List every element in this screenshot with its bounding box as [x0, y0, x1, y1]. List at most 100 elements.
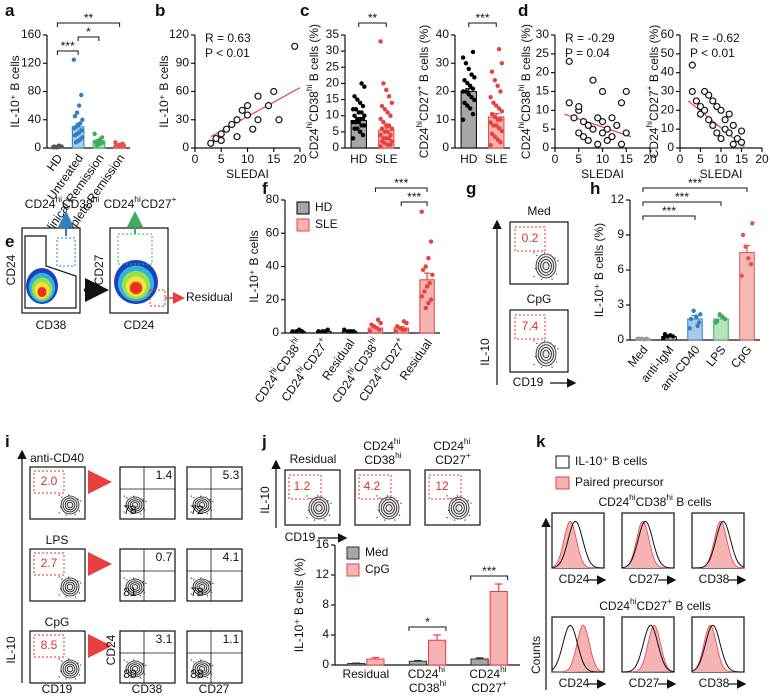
x-tick-label: 10	[241, 152, 255, 166]
data-point	[385, 110, 390, 115]
x-tick-label: SLE	[375, 152, 398, 166]
data-point	[496, 46, 502, 52]
data-point	[352, 94, 357, 99]
contour	[378, 496, 400, 520]
data-point	[238, 106, 246, 114]
data-point	[740, 232, 746, 238]
event-dot	[65, 678, 67, 680]
contour	[196, 664, 208, 674]
event-dot	[212, 664, 214, 667]
condition-label: Residual	[290, 452, 337, 466]
bar	[427, 639, 447, 666]
y-axis-label: IL-10⁺ B cells	[157, 55, 171, 127]
data-point	[378, 132, 383, 138]
data-point	[748, 261, 754, 267]
data-point	[395, 324, 400, 329]
data-point	[725, 110, 733, 118]
y-tick-label: 5	[542, 121, 549, 135]
y-tick-label: 80	[28, 84, 42, 98]
data-point	[709, 97, 717, 105]
data-point	[579, 118, 588, 126]
data-point	[357, 100, 363, 106]
bar	[366, 658, 385, 666]
y-axis-label: IL-10⁺ B cells (%)	[592, 223, 606, 317]
quadrant-value: 81	[123, 585, 137, 599]
event-dot	[58, 676, 60, 678]
event-dot	[74, 514, 77, 516]
data-point	[74, 110, 80, 115]
contour	[535, 341, 557, 367]
significance-bracket	[642, 187, 748, 192]
data-point	[495, 117, 500, 122]
y-tick-label: 10	[661, 121, 675, 135]
contour	[380, 499, 398, 517]
bar	[470, 658, 489, 666]
data-point	[294, 329, 299, 334]
quadrant-value: 1.1	[223, 632, 240, 646]
legend-swatch	[555, 476, 570, 490]
density	[37, 286, 47, 298]
plot-frame	[119, 466, 176, 520]
data-point	[584, 136, 592, 145]
data-point	[381, 119, 386, 125]
data-point	[603, 125, 611, 133]
y-tick-label: 50	[661, 46, 675, 60]
data-point	[360, 103, 366, 109]
event-dot	[58, 594, 60, 596]
x-tick-label: Residual	[342, 667, 389, 681]
event-dot	[540, 366, 543, 368]
data-point	[746, 256, 751, 261]
x-tick-label: 15	[620, 152, 634, 166]
event-dot	[199, 659, 202, 661]
data-point	[598, 118, 607, 126]
data-point	[378, 320, 383, 326]
y-tick-label: 0	[542, 140, 549, 154]
significance-bracket	[408, 626, 447, 631]
y-tick-label: 40	[266, 259, 280, 273]
x-tick-label: CpG	[728, 343, 755, 371]
data-point	[717, 106, 725, 114]
data-point	[492, 134, 498, 139]
data-point	[495, 83, 500, 89]
event-dot	[61, 660, 63, 662]
event-dot	[74, 678, 77, 680]
histogram-il10	[622, 624, 675, 673]
data-point	[688, 61, 696, 69]
y-tick-label: 12	[611, 192, 625, 206]
data-point	[384, 123, 389, 128]
gate-value: 7.4	[522, 319, 539, 333]
data-point	[688, 316, 694, 322]
legend-label: HD	[315, 200, 333, 214]
data-point	[469, 72, 474, 77]
data-point	[427, 280, 432, 286]
x-tick-label: 5	[575, 152, 582, 166]
quadrant-value: 78	[190, 585, 204, 599]
y-axis-label: IL-10	[478, 338, 492, 366]
data-point	[423, 305, 428, 311]
data-point	[389, 139, 395, 144]
data-point	[499, 128, 505, 134]
y-tick-label: 60	[266, 225, 280, 239]
data-point	[496, 106, 502, 111]
gate-value: 2.7	[41, 556, 58, 570]
data-point	[488, 120, 493, 125]
contour	[62, 579, 78, 595]
data-point	[389, 126, 395, 131]
data-point	[570, 114, 578, 122]
event-dot	[67, 658, 70, 660]
data-point	[378, 39, 383, 44]
event-dot	[67, 576, 70, 578]
data-point	[346, 329, 351, 334]
event-dot	[123, 511, 125, 513]
data-point	[367, 329, 373, 334]
y-axis-label: IL-10	[4, 636, 18, 664]
event-dot	[554, 257, 556, 259]
histogram-il10	[691, 624, 744, 673]
contour	[129, 582, 141, 592]
y-tick-label: 0	[617, 332, 624, 346]
data-point	[472, 75, 477, 80]
data-point	[217, 130, 225, 138]
data-point	[499, 109, 505, 114]
data-point	[378, 144, 383, 149]
event-dot	[446, 495, 448, 497]
